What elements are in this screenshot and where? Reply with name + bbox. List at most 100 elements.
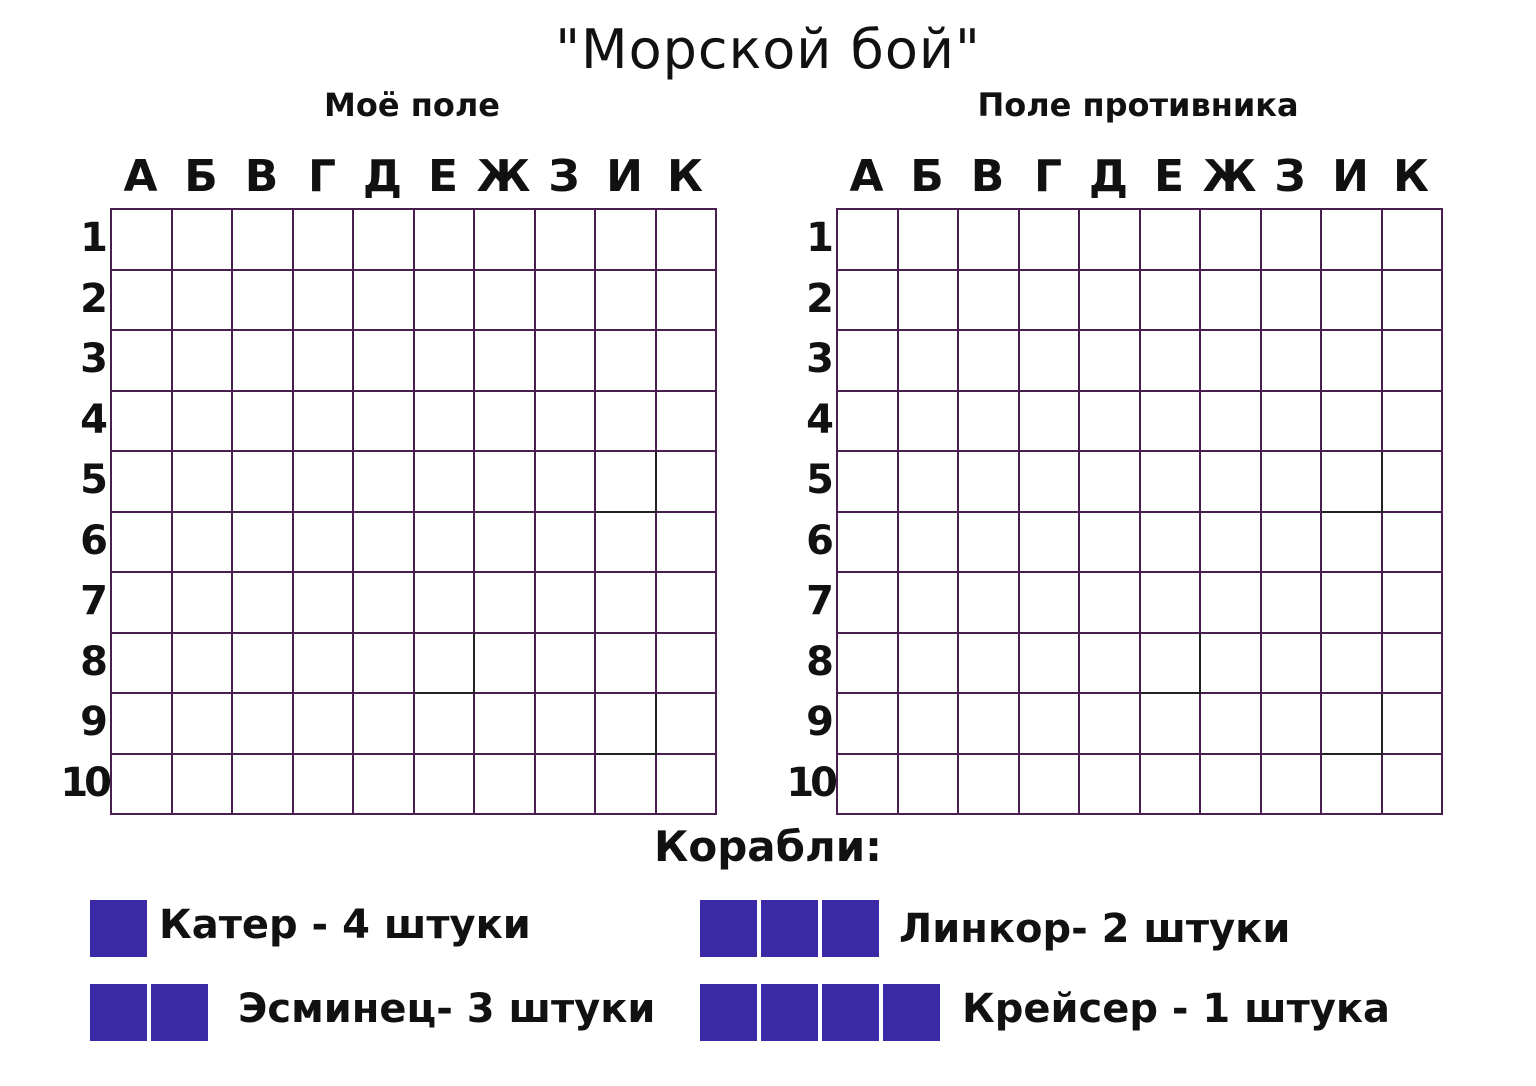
grid-cell[interactable] — [233, 270, 294, 331]
grid-cell[interactable] — [1201, 754, 1262, 815]
grid-cell[interactable] — [354, 512, 415, 573]
grid-cell[interactable] — [1382, 512, 1443, 573]
grid-cell[interactable] — [414, 331, 475, 392]
grid-cell[interactable] — [354, 452, 415, 513]
grid-cell[interactable] — [1322, 270, 1383, 331]
grid-cell[interactable] — [1080, 210, 1141, 271]
grid-cell[interactable] — [1019, 512, 1080, 573]
grid-cell[interactable] — [1382, 452, 1443, 513]
grid-cell[interactable] — [1261, 452, 1322, 513]
grid-cell[interactable] — [838, 270, 899, 331]
grid-cell[interactable] — [656, 694, 717, 755]
grid-cell[interactable] — [475, 694, 536, 755]
grid-cell[interactable] — [596, 633, 657, 694]
grid-cell[interactable] — [172, 512, 233, 573]
grid-cell[interactable] — [959, 210, 1020, 271]
grid-cell[interactable] — [656, 391, 717, 452]
grid-cell[interactable] — [293, 754, 354, 815]
grid-cell[interactable] — [898, 633, 959, 694]
grid-cell[interactable] — [172, 331, 233, 392]
grid-cell[interactable] — [112, 210, 173, 271]
grid-cell[interactable] — [293, 512, 354, 573]
grid-cell[interactable] — [1322, 512, 1383, 573]
grid-cell[interactable] — [596, 210, 657, 271]
grid-cell[interactable] — [1201, 391, 1262, 452]
grid-cell[interactable] — [535, 210, 596, 271]
grid-cell[interactable] — [656, 754, 717, 815]
grid-cell[interactable] — [898, 210, 959, 271]
grid-cell[interactable] — [475, 331, 536, 392]
grid-cell[interactable] — [898, 391, 959, 452]
grid-cell[interactable] — [1261, 210, 1322, 271]
grid-cell[interactable] — [172, 270, 233, 331]
grid-cell[interactable] — [1382, 694, 1443, 755]
grid-cell[interactable] — [1201, 270, 1262, 331]
grid-cell[interactable] — [838, 512, 899, 573]
grid-cell[interactable] — [959, 573, 1020, 634]
grid-cell[interactable] — [535, 391, 596, 452]
grid-cell[interactable] — [112, 331, 173, 392]
grid-cell[interactable] — [172, 633, 233, 694]
grid-cell[interactable] — [233, 512, 294, 573]
grid-cell[interactable] — [172, 452, 233, 513]
grid-cell[interactable] — [959, 512, 1020, 573]
grid-cell[interactable] — [1382, 633, 1443, 694]
grid-cell[interactable] — [1382, 391, 1443, 452]
grid-cell[interactable] — [475, 210, 536, 271]
grid-cell[interactable] — [1382, 754, 1443, 815]
grid-cell[interactable] — [1382, 270, 1443, 331]
grid-cell[interactable] — [596, 270, 657, 331]
grid-cell[interactable] — [172, 754, 233, 815]
grid-cell[interactable] — [354, 573, 415, 634]
grid-cell[interactable] — [475, 633, 536, 694]
grid-cell[interactable] — [112, 512, 173, 573]
grid-cell[interactable] — [1201, 573, 1262, 634]
grid-cell[interactable] — [656, 512, 717, 573]
grid-cell[interactable] — [354, 694, 415, 755]
grid-cell[interactable] — [1080, 331, 1141, 392]
grid-cell[interactable] — [414, 391, 475, 452]
grid-cell[interactable] — [535, 633, 596, 694]
grid-cell[interactable] — [1140, 270, 1201, 331]
grid-cell[interactable] — [838, 754, 899, 815]
grid-cell[interactable] — [959, 452, 1020, 513]
grid-cell[interactable] — [1080, 270, 1141, 331]
grid-cell[interactable] — [1140, 754, 1201, 815]
grid-cell[interactable] — [475, 512, 536, 573]
grid-cell[interactable] — [1322, 391, 1383, 452]
grid-cell[interactable] — [535, 512, 596, 573]
grid-cell[interactable] — [1080, 391, 1141, 452]
grid-cell[interactable] — [656, 210, 717, 271]
grid-cell[interactable] — [1080, 512, 1141, 573]
grid-cell[interactable] — [596, 512, 657, 573]
grid-cell[interactable] — [293, 331, 354, 392]
grid-cell[interactable] — [535, 452, 596, 513]
grid-cell[interactable] — [293, 573, 354, 634]
grid-cell[interactable] — [1019, 210, 1080, 271]
grid-cell[interactable] — [475, 452, 536, 513]
grid-cell[interactable] — [112, 452, 173, 513]
grid-cell[interactable] — [656, 270, 717, 331]
grid-cell[interactable] — [535, 331, 596, 392]
grid-cell[interactable] — [838, 391, 899, 452]
grid-cell[interactable] — [112, 633, 173, 694]
grid-cell[interactable] — [1201, 633, 1262, 694]
grid-cell[interactable] — [1322, 210, 1383, 271]
grid-cell[interactable] — [1261, 633, 1322, 694]
grid-cell[interactable] — [898, 573, 959, 634]
grid-cell[interactable] — [1261, 754, 1322, 815]
grid-cell[interactable] — [1261, 270, 1322, 331]
grid-cell[interactable] — [1019, 452, 1080, 513]
grid-cell[interactable] — [838, 633, 899, 694]
grid-cell[interactable] — [898, 754, 959, 815]
grid-cell[interactable] — [959, 633, 1020, 694]
grid-cell[interactable] — [1140, 331, 1201, 392]
grid-cell[interactable] — [293, 210, 354, 271]
grid-cell[interactable] — [172, 210, 233, 271]
grid-cell[interactable] — [475, 754, 536, 815]
grid-cell[interactable] — [1322, 754, 1383, 815]
grid-cell[interactable] — [959, 331, 1020, 392]
grid-cell[interactable] — [112, 391, 173, 452]
grid-cell[interactable] — [1322, 694, 1383, 755]
grid-cell[interactable] — [1382, 573, 1443, 634]
